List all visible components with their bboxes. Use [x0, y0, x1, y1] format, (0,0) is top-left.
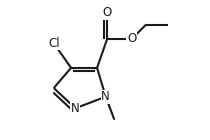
Text: N: N — [101, 90, 110, 103]
Text: O: O — [127, 32, 136, 46]
Text: O: O — [102, 6, 112, 19]
Text: N: N — [71, 102, 80, 115]
Text: Cl: Cl — [48, 37, 60, 50]
